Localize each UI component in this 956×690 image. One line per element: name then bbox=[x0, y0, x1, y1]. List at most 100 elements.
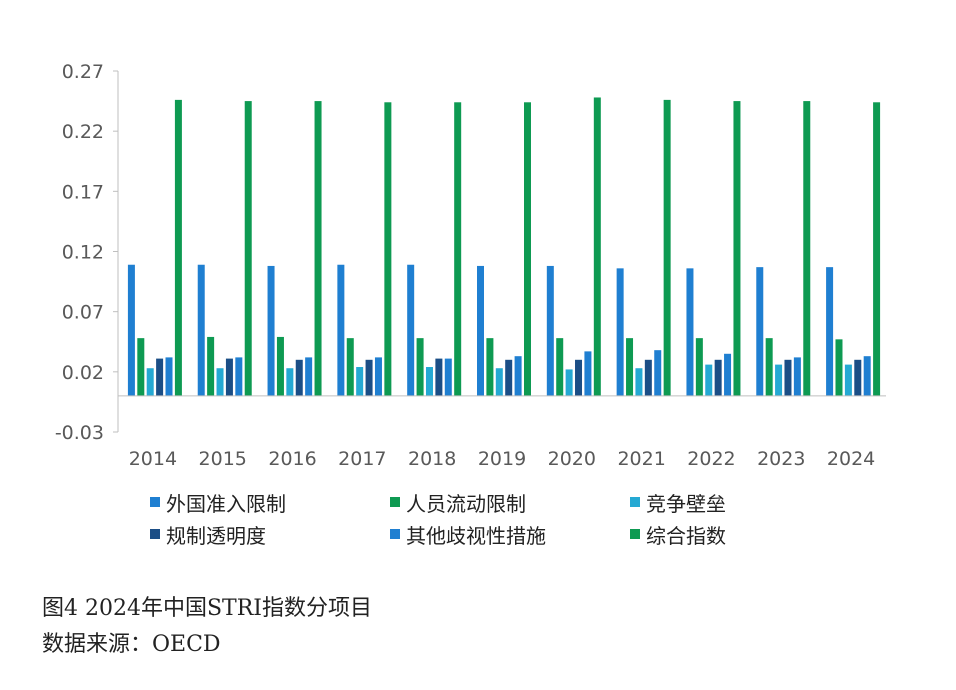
bar bbox=[803, 101, 811, 396]
bar bbox=[714, 359, 722, 396]
bar bbox=[267, 265, 275, 396]
bar bbox=[197, 264, 205, 396]
y-tick-label: 0.22 bbox=[62, 121, 104, 143]
legend-swatch bbox=[150, 529, 160, 539]
x-tick-label: 2016 bbox=[268, 448, 316, 470]
bar bbox=[854, 359, 862, 396]
bar bbox=[286, 368, 294, 396]
legend-label: 竞争壁垒 bbox=[646, 491, 726, 516]
bars bbox=[127, 97, 881, 396]
bar bbox=[165, 357, 173, 396]
bar bbox=[444, 358, 452, 396]
bar bbox=[384, 102, 392, 396]
bar bbox=[416, 338, 424, 396]
legend-label: 其他歧视性措施 bbox=[406, 523, 546, 548]
bar bbox=[844, 364, 852, 396]
bar bbox=[127, 264, 135, 396]
bar bbox=[337, 264, 345, 396]
y-tick-label: 0.17 bbox=[62, 181, 104, 203]
bar bbox=[835, 339, 843, 396]
bar bbox=[216, 368, 224, 396]
bar-chart: 0.270.220.170.120.070.02-0.03 2014 2015 20… bbox=[55, 61, 886, 470]
legend: 外国准入限制 人员流动限制 竞争壁垒规制透明度 其他歧视性措施 综合指数 bbox=[150, 488, 790, 548]
x-tick-label: 2015 bbox=[199, 448, 247, 470]
bar bbox=[775, 364, 783, 396]
bar bbox=[663, 99, 671, 396]
bar bbox=[156, 358, 164, 396]
bar bbox=[486, 338, 494, 396]
bar bbox=[305, 357, 313, 396]
bar bbox=[863, 356, 871, 396]
bar bbox=[644, 359, 652, 396]
bar bbox=[705, 364, 713, 396]
legend-label: 外国准入限制 bbox=[166, 491, 286, 516]
legend-label: 规制透明度 bbox=[166, 523, 266, 548]
x-tick-label: 2019 bbox=[478, 448, 526, 470]
x-tick-label: 2018 bbox=[408, 448, 456, 470]
x-axis: 2014 2015 2016 2017 2018 2019 2020 2021 2022 2023… bbox=[118, 395, 886, 470]
bar bbox=[435, 358, 443, 396]
bar bbox=[654, 350, 662, 396]
bar bbox=[826, 267, 834, 396]
bar bbox=[207, 336, 215, 396]
bar bbox=[225, 358, 233, 396]
x-tick-label: 2014 bbox=[129, 448, 177, 470]
bar bbox=[235, 357, 243, 396]
bar bbox=[695, 338, 703, 396]
legend-swatch bbox=[630, 529, 640, 539]
bar bbox=[477, 265, 484, 396]
x-tick-label: 2024 bbox=[827, 448, 875, 470]
x-tick-label: 2020 bbox=[548, 448, 596, 470]
bar bbox=[514, 356, 522, 396]
bar bbox=[356, 367, 364, 396]
bar bbox=[146, 368, 154, 396]
y-tick-label: 0.12 bbox=[62, 242, 104, 264]
bar bbox=[784, 359, 792, 396]
bar bbox=[346, 338, 354, 396]
bar bbox=[724, 353, 732, 396]
x-tick-label: 2022 bbox=[687, 448, 735, 470]
legend-swatch bbox=[630, 497, 640, 507]
bar bbox=[374, 357, 382, 396]
bar bbox=[425, 367, 433, 396]
x-tick-label: 2017 bbox=[338, 448, 386, 470]
y-tick-label: 0.27 bbox=[62, 61, 104, 83]
bar bbox=[276, 336, 284, 396]
bar bbox=[244, 101, 252, 396]
legend-label: 综合指数 bbox=[646, 523, 726, 548]
bar bbox=[505, 359, 513, 396]
legend-item: 竞争壁垒 bbox=[630, 488, 790, 516]
bar bbox=[495, 368, 503, 396]
x-tick-label: 2023 bbox=[757, 448, 805, 470]
bar bbox=[295, 359, 303, 396]
bar bbox=[733, 101, 741, 396]
x-tick-label: 2021 bbox=[617, 448, 665, 470]
bar bbox=[686, 268, 694, 396]
legend-item: 外国准入限制 bbox=[150, 488, 390, 516]
figure-title: 图4 2024年中国STRI指数分项目 bbox=[42, 596, 372, 621]
bar bbox=[616, 268, 624, 396]
y-tick-label: 0.07 bbox=[62, 302, 104, 324]
y-tick-label: 0.02 bbox=[62, 362, 104, 384]
bar bbox=[524, 102, 531, 396]
figure-source: 数据来源：OECD bbox=[42, 632, 221, 657]
bar bbox=[556, 338, 564, 396]
bar bbox=[635, 368, 643, 396]
bar bbox=[365, 359, 373, 396]
bar bbox=[756, 267, 764, 396]
bar bbox=[314, 101, 322, 396]
bar bbox=[793, 357, 801, 396]
y-axis: 0.27 0.22 0.17 0.12 0.07 0.02 -0.03 bbox=[55, 61, 119, 444]
legend-label: 人员流动限制 bbox=[406, 491, 526, 516]
bar bbox=[546, 265, 554, 396]
bar bbox=[137, 338, 145, 396]
bar bbox=[174, 99, 182, 396]
legend-item: 综合指数 bbox=[630, 520, 790, 548]
legend-item: 规制透明度 bbox=[150, 520, 390, 548]
bar bbox=[593, 97, 601, 396]
bar bbox=[873, 102, 881, 396]
legend-swatch bbox=[390, 529, 400, 539]
bar bbox=[626, 338, 634, 396]
legend-item: 其他歧视性措施 bbox=[390, 520, 630, 548]
bar bbox=[407, 264, 415, 396]
